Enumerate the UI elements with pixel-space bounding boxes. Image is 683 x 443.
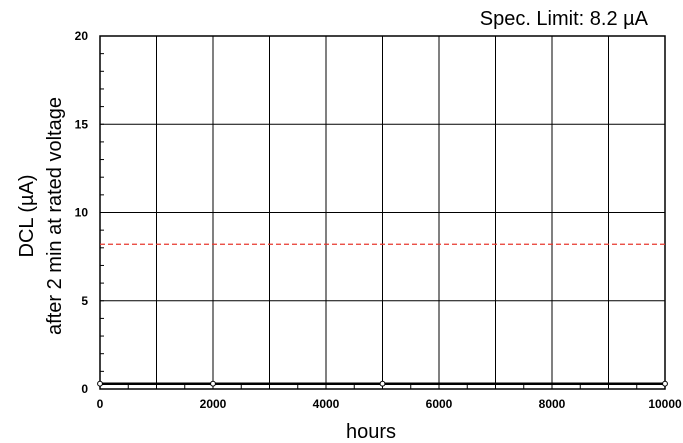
y-axis-title-line-2: after 2 min at rated voltage <box>44 97 66 335</box>
x-axis-title: hours <box>346 421 396 443</box>
y-tick-label: 15 <box>75 117 89 131</box>
y-tick-label: 20 <box>75 29 89 43</box>
y-tick-label: 10 <box>75 206 89 220</box>
plot-frame <box>99 35 666 390</box>
x-tick-label: 6000 <box>426 397 453 411</box>
series-layer <box>97 380 668 387</box>
x-tick-label: 4000 <box>313 397 340 411</box>
grid-layer <box>100 36 665 389</box>
spec-limit-annotation: Spec. Limit: 8.2 µA <box>480 8 649 30</box>
x-tick-label: 2000 <box>200 397 227 411</box>
data-point <box>97 380 103 387</box>
data-point <box>662 380 668 387</box>
x-tick-label: 8000 <box>539 397 566 411</box>
y-axis-title-line-1: DCL (µA) <box>16 174 38 257</box>
x-tick-label: 0 <box>97 397 104 411</box>
y-tick-label: 5 <box>81 294 88 308</box>
y-tick-label: 0 <box>81 382 88 396</box>
data-point <box>379 380 386 387</box>
data-point <box>210 380 216 387</box>
tick-labels: 0 2000 4000 6000 8000 10000 0 5 10 15 20 <box>75 29 682 411</box>
x-tick-label: 10000 <box>648 397 682 411</box>
